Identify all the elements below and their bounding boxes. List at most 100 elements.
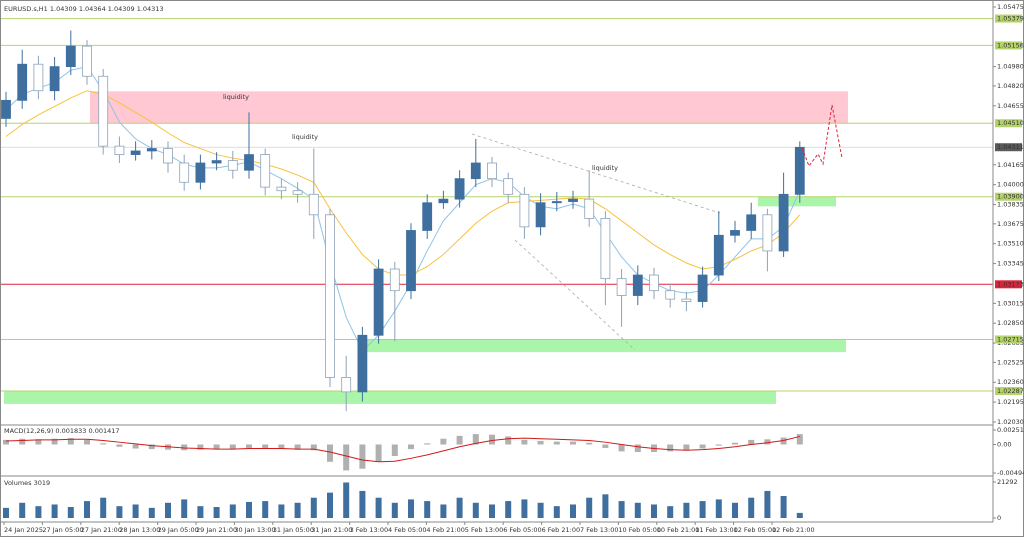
macd-bar	[67, 438, 74, 445]
macd-bar	[424, 443, 431, 445]
candle-body	[551, 201, 562, 204]
volume-bar	[327, 492, 333, 518]
macd-bar	[456, 435, 463, 445]
volume-bar	[505, 501, 512, 518]
candle-body	[325, 214, 335, 378]
candle-body	[649, 274, 659, 292]
macd-bar	[618, 444, 625, 452]
macd-bar	[35, 439, 42, 445]
macd-bar	[51, 438, 58, 445]
volume-bar	[181, 499, 188, 518]
candle-body	[632, 274, 643, 296]
time-label: 6 Feb 21:00	[542, 526, 581, 534]
macd-bar	[521, 439, 528, 445]
y-tick-label: 1.03675	[997, 220, 1024, 228]
macd-bar	[391, 444, 398, 457]
candle-body	[681, 298, 692, 302]
macd-bar	[602, 444, 609, 448]
volume-tick-label: 0	[997, 514, 1001, 522]
time-label: 31 Jan 21:00	[311, 526, 352, 534]
price-tag-label: 1.05156	[997, 41, 1024, 49]
price-tag-label: 1.04510	[997, 119, 1024, 127]
time-label: 27 Jan 05:00	[42, 526, 83, 534]
candle-body	[82, 45, 92, 77]
candle-body	[195, 162, 206, 183]
volume-bar	[715, 499, 722, 518]
candle-body	[616, 278, 627, 296]
candle-body	[98, 75, 109, 147]
time-label: 10 Feb 05:00	[618, 526, 661, 534]
volume-bar	[229, 504, 236, 518]
macd-bar	[375, 444, 382, 462]
volume-bar	[294, 502, 301, 518]
volume-bar	[262, 501, 269, 518]
macd-bar	[181, 444, 188, 451]
macd-bar	[683, 444, 690, 451]
macd-tick-label: 0.00	[997, 440, 1011, 448]
macd-bar	[537, 441, 544, 445]
volume-bar	[278, 504, 285, 518]
price-tag	[995, 192, 1022, 201]
volume-tick-label: 21292	[997, 478, 1018, 486]
candle-body	[146, 148, 157, 152]
macd-bar	[310, 444, 317, 451]
macd-bar	[408, 444, 414, 450]
zones	[4, 91, 848, 404]
candle-body	[503, 178, 514, 195]
macd-bar	[553, 441, 560, 445]
volume-bar	[699, 501, 706, 518]
time-label: 29 Jan 05:00	[158, 526, 199, 534]
time-label: 7 Feb 13:00	[580, 526, 619, 534]
macd-bar	[748, 439, 755, 445]
candle-body	[114, 145, 125, 155]
macd-bar	[3, 439, 9, 445]
volume-bar	[780, 496, 787, 518]
volume-bar	[667, 506, 674, 518]
time-label: 12 Feb 05:00	[734, 526, 777, 534]
candle-body	[1, 99, 11, 119]
y-tick-label: 1.02360	[997, 378, 1024, 386]
candle-body	[535, 202, 546, 228]
candle-body	[244, 154, 254, 171]
candle-body	[130, 150, 141, 155]
time-label: 24 Jan 2025	[4, 526, 43, 534]
price-tag	[995, 41, 1022, 50]
volume-bar	[408, 499, 414, 518]
candle-body	[746, 214, 757, 231]
volume-bar	[197, 506, 204, 518]
candle-body	[357, 334, 368, 393]
volume-bar	[19, 502, 26, 518]
candle-body	[341, 377, 352, 393]
volume-bar	[343, 482, 350, 518]
macd-bar	[796, 434, 803, 445]
candle-body	[470, 162, 481, 180]
y-tick-label: 1.05475	[997, 3, 1024, 11]
candle-body	[665, 290, 676, 300]
candle-body	[33, 63, 44, 92]
volume-bar	[521, 499, 528, 518]
candle-body	[211, 160, 222, 164]
candle-body	[49, 66, 60, 92]
time-label: 5 Feb 13:00	[465, 526, 504, 534]
volume-bar	[116, 506, 123, 518]
y-tick-label: 1.03510	[997, 240, 1024, 248]
candle-body	[292, 190, 303, 195]
candle-body	[730, 230, 740, 236]
candle-body	[778, 193, 789, 252]
levels	[0, 18, 993, 392]
volume-bar	[634, 502, 641, 518]
candle-body	[487, 162, 497, 180]
volume-bar	[148, 507, 155, 518]
volume-bar	[100, 497, 107, 518]
volume-bar	[764, 490, 771, 518]
y-tick-label: 1.02850	[997, 319, 1024, 327]
macd-bar	[229, 444, 236, 450]
time-label: 29 Jan 21:00	[196, 526, 237, 534]
time-label: 4 Feb 21:00	[426, 526, 465, 534]
annotation: liquidity	[592, 164, 618, 172]
candle-body	[422, 202, 433, 231]
macd-bar	[148, 444, 155, 450]
volume-bar	[440, 504, 447, 518]
